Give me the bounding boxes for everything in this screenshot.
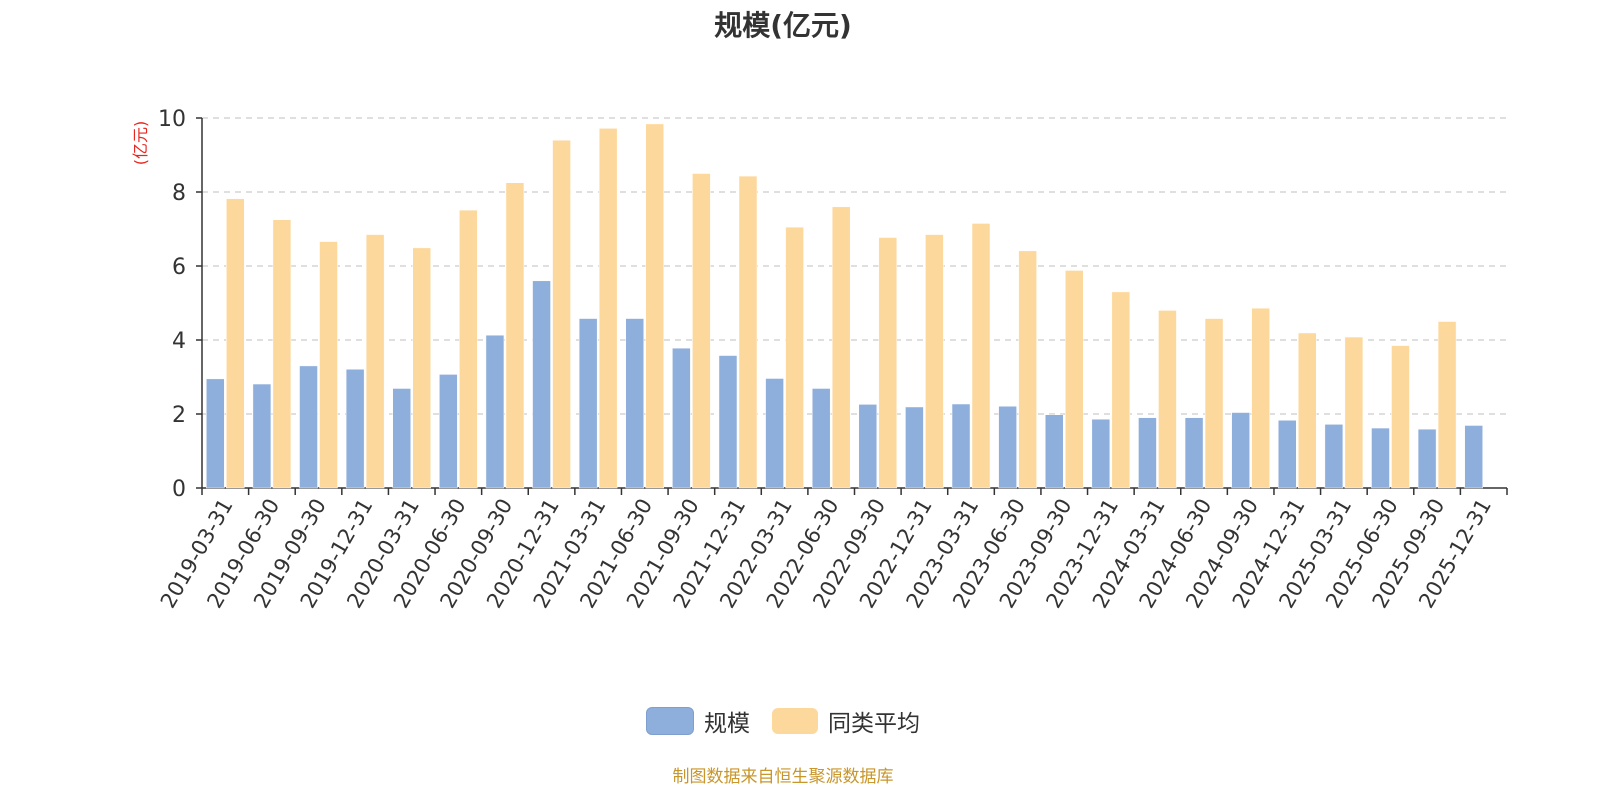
- legend-label-peer-average: 同类平均: [828, 711, 920, 737]
- bar-peer-average: [552, 139, 571, 489]
- bar-peer-average: [645, 123, 665, 489]
- bar-scale: [299, 365, 318, 489]
- y-tick-label: 0: [172, 477, 186, 502]
- bar-peer-average: [319, 241, 338, 489]
- bar-scale: [1231, 412, 1250, 489]
- bar-peer-average: [365, 234, 385, 489]
- bar-scale: [672, 347, 691, 489]
- bar-peer-average: [272, 219, 292, 489]
- bar-peer-average: [1018, 250, 1037, 489]
- bar-scale: [1417, 428, 1437, 489]
- bar-peer-average: [1344, 336, 1364, 489]
- bar-peer-average: [785, 226, 804, 489]
- bar-scale: [905, 406, 924, 489]
- bar-peer-average: [459, 209, 478, 489]
- legend: 规模 同类平均: [0, 704, 1566, 738]
- legend-item-peer-average[interactable]: 同类平均: [772, 704, 920, 738]
- bar-scale: [1184, 417, 1204, 489]
- y-tick-label: 2: [172, 403, 186, 428]
- chart-title: 规模(亿元): [714, 9, 852, 42]
- y-tick-label: 10: [158, 107, 186, 132]
- bar-scale: [532, 280, 551, 489]
- bar-peer-average: [1111, 291, 1131, 489]
- y-tick-label: 6: [172, 255, 186, 280]
- bar-scale: [1044, 414, 1064, 489]
- bar-scale: [1464, 425, 1483, 489]
- bar-peer-average: [971, 223, 991, 489]
- bar-peer-average: [1064, 270, 1084, 489]
- bar-peer-average: [1437, 321, 1457, 489]
- source-note: 制图数据来自恒生聚源数据库: [672, 767, 894, 787]
- bar-scale: [1091, 418, 1111, 489]
- y-tick-label: 4: [172, 329, 186, 354]
- bar-scale: [345, 368, 365, 489]
- legend-item-scale[interactable]: 规模: [646, 704, 750, 738]
- bar-peer-average: [505, 182, 525, 489]
- bar-scale: [1278, 420, 1297, 489]
- bar-scale: [485, 334, 505, 489]
- bar-scale: [858, 404, 878, 489]
- bar-scale: [1138, 417, 1157, 489]
- bar-scale: [1324, 424, 1344, 489]
- bar-peer-average: [1391, 345, 1410, 489]
- bar-peer-average: [226, 198, 245, 489]
- bar-peer-average: [925, 234, 944, 489]
- bar-scale: [1371, 427, 1390, 489]
- bar-scale: [811, 388, 831, 489]
- bar-peer-average: [1158, 310, 1177, 489]
- bar-scale: [951, 403, 971, 489]
- bar-scale: [998, 405, 1017, 489]
- bar-peer-average: [738, 175, 758, 489]
- bar-scale: [625, 318, 645, 489]
- bar-scale: [392, 388, 411, 489]
- bar-chart: 0246810(亿元)2019-03-312019-06-302019-09-3…: [131, 107, 1508, 612]
- bar-peer-average: [1251, 307, 1270, 489]
- bar-peer-average: [831, 206, 851, 489]
- bar-peer-average: [692, 173, 711, 489]
- y-tick-label: 8: [172, 181, 186, 206]
- bar-scale: [765, 378, 784, 489]
- bar-peer-average: [878, 237, 898, 489]
- bar-peer-average: [1298, 332, 1317, 489]
- bar-peer-average: [598, 128, 618, 489]
- bar-peer-average: [412, 247, 431, 489]
- bar-scale: [578, 318, 598, 489]
- bar-scale: [718, 355, 738, 489]
- bar-scale: [252, 383, 272, 489]
- bar-scale: [439, 374, 458, 489]
- legend-swatch-peer-average: [772, 708, 818, 734]
- y-axis-label: (亿元): [131, 121, 150, 166]
- bar-scale: [206, 378, 225, 489]
- bar-peer-average: [1204, 318, 1224, 489]
- legend-label-scale: 规模: [704, 711, 750, 737]
- legend-swatch-scale: [646, 707, 694, 735]
